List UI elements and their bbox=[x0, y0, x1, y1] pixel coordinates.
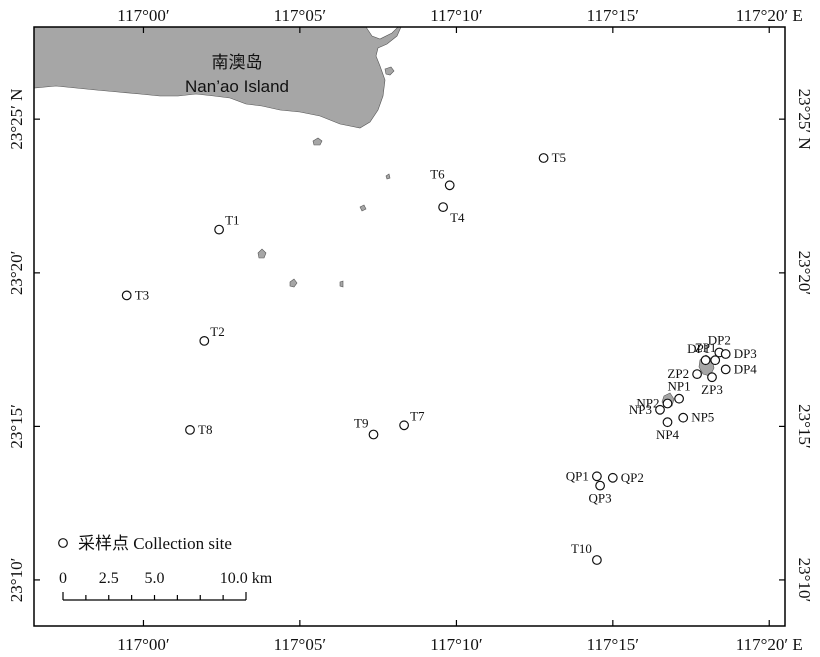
islet bbox=[257, 248, 267, 259]
site-label-qp1: QP1 bbox=[566, 468, 589, 483]
scale-label: 5.0 bbox=[145, 570, 165, 587]
lon-label-top: 117°10′ bbox=[430, 6, 482, 25]
site-marker-t5 bbox=[538, 153, 549, 163]
site-label-zp2: ZP2 bbox=[667, 366, 689, 381]
lon-label-top: 117°00′ bbox=[117, 6, 169, 25]
site-label-dp1: DP1 bbox=[687, 341, 710, 356]
site-marker-t6 bbox=[444, 180, 455, 191]
lat-label-left: 23°15′ bbox=[7, 404, 26, 449]
site-label-zp3: ZP3 bbox=[701, 382, 723, 397]
graticule: 117°00′ 117°00′ 117°05′ 117°05′ 117°10′ 117°1… bbox=[7, 6, 814, 654]
islet bbox=[312, 137, 323, 146]
site-label-np5: NP5 bbox=[691, 410, 714, 425]
site-label-t3: T3 bbox=[135, 287, 149, 302]
lat-label-left: 23°20′ bbox=[7, 251, 26, 296]
lat-label-right: 23°15′ bbox=[795, 404, 814, 449]
lat-label-right: 23°10′ bbox=[795, 558, 814, 603]
site-label-dp2: DP2 bbox=[708, 333, 731, 348]
site-marker-t7 bbox=[399, 420, 410, 431]
lat-label-right: 23°25′ N bbox=[795, 89, 814, 150]
site-marker-t4 bbox=[438, 202, 449, 213]
lon-label-bottom: 117°00′ bbox=[117, 635, 169, 654]
scale-label: 2.5 bbox=[99, 570, 119, 587]
island-label-en: Nan’ao Island bbox=[185, 77, 289, 96]
site-marker-np4 bbox=[662, 417, 673, 428]
lat-label-left: 23°25′ N bbox=[7, 89, 26, 150]
site-marker-t10 bbox=[592, 555, 602, 565]
legend-marker bbox=[58, 538, 68, 548]
site-label-t9: T9 bbox=[354, 416, 368, 431]
site-label-dp3: DP3 bbox=[734, 346, 757, 361]
site-marker-qp1 bbox=[592, 471, 602, 482]
site-label-qp3: QP3 bbox=[589, 491, 612, 506]
site-marker-t9 bbox=[368, 429, 379, 440]
site-label-t5: T5 bbox=[552, 150, 566, 165]
site-label-zp1: ZP1 bbox=[695, 340, 717, 355]
scale-label: 10.0 km bbox=[220, 570, 273, 587]
lon-label-bottom: 117°05′ bbox=[274, 635, 326, 654]
site-marker-dp1 bbox=[710, 355, 721, 366]
site-marker-zp1 bbox=[700, 355, 711, 366]
legend-label: 采样点 Collection site bbox=[78, 534, 232, 553]
islet bbox=[289, 278, 298, 288]
site-label-dp4: DP4 bbox=[734, 361, 758, 376]
lat-label-left: 23°10′ bbox=[7, 558, 26, 603]
site-marker-t8 bbox=[185, 425, 195, 435]
site-marker-dp3 bbox=[720, 349, 731, 359]
islet bbox=[359, 204, 367, 212]
site-marker-np2 bbox=[662, 398, 673, 409]
island-label-cn: 南澳岛 bbox=[212, 53, 263, 72]
site-label-t6: T6 bbox=[430, 166, 445, 181]
islet bbox=[385, 173, 391, 180]
site-label-t1: T1 bbox=[225, 213, 239, 228]
site-label-t8: T8 bbox=[198, 422, 212, 437]
site-label-np1: NP1 bbox=[668, 379, 691, 394]
site-label-np3: NP3 bbox=[629, 402, 652, 417]
site-marker-np1 bbox=[674, 393, 684, 404]
site-marker-dp4 bbox=[720, 364, 731, 375]
lon-label-bottom: 117°20′ E bbox=[736, 635, 803, 654]
site-label-t4: T4 bbox=[450, 210, 465, 225]
site-label-t10: T10 bbox=[571, 541, 592, 556]
site-marker-qp2 bbox=[607, 472, 618, 483]
site-label-qp2: QP2 bbox=[621, 470, 644, 485]
map-frame bbox=[33, 26, 786, 627]
site-marker-t1 bbox=[214, 224, 225, 235]
site-label-np4: NP4 bbox=[656, 427, 680, 442]
scale-label: 0 bbox=[59, 570, 67, 587]
site-label-t7: T7 bbox=[410, 408, 425, 423]
site-marker-t3 bbox=[121, 290, 132, 301]
legend: 采样点 Collection site bbox=[58, 534, 232, 553]
site-marker-np3 bbox=[655, 404, 665, 415]
lon-label-top: 117°05′ bbox=[274, 6, 326, 25]
lon-label-top: 117°15′ bbox=[587, 6, 639, 25]
site-marker-t2 bbox=[199, 336, 210, 346]
site-marker-qp3 bbox=[595, 480, 605, 491]
lon-label-top: 117°20′ E bbox=[736, 6, 803, 25]
site-label-t2: T2 bbox=[210, 324, 224, 339]
site-marker-np5 bbox=[678, 412, 689, 423]
site-marker-zp3 bbox=[707, 372, 717, 383]
scale-bar: 0 2.5 5.0 10.0 km bbox=[59, 570, 273, 601]
islet bbox=[339, 280, 344, 288]
site-label-np2: NP2 bbox=[636, 396, 659, 411]
islet bbox=[384, 66, 395, 76]
lat-label-right: 23°20′ bbox=[795, 251, 814, 296]
lon-label-bottom: 117°15′ bbox=[587, 635, 639, 654]
lon-label-bottom: 117°10′ bbox=[430, 635, 482, 654]
land-masses bbox=[33, 26, 715, 408]
site-marker-zp2 bbox=[692, 369, 702, 380]
